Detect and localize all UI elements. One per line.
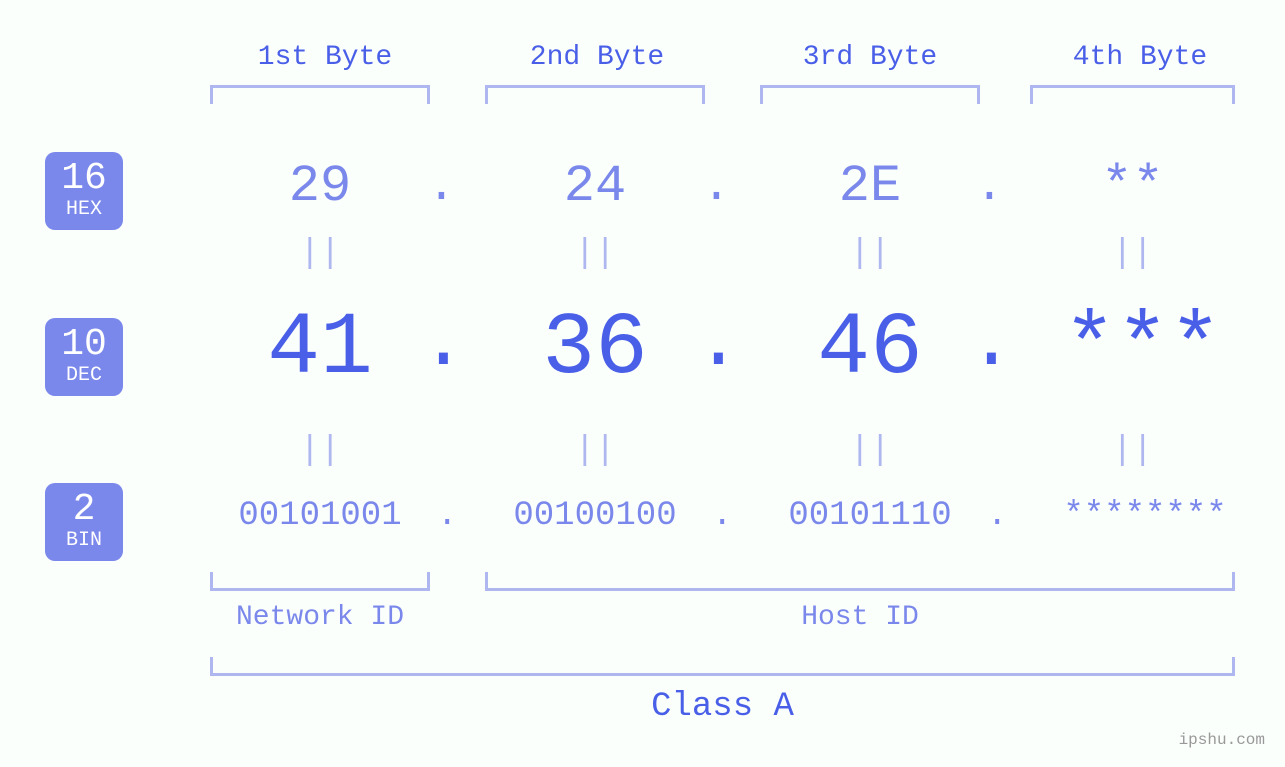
byte-label-4: 4th Byte [1065,42,1215,73]
hex-byte-1: 29 [210,157,430,216]
base-num-dec: 10 [45,326,123,364]
byte-label-3: 3rd Byte [795,42,945,73]
class-label: Class A [210,688,1235,726]
dot-hex-2: . [702,160,731,214]
equals-1-3: || [760,235,980,273]
dot-bin-1: . [437,497,457,535]
base-num-bin: 2 [45,491,123,529]
bracket-network [210,570,430,591]
equals-2-1: || [210,432,430,470]
equals-2-3: || [760,432,980,470]
dot-hex-3: . [975,160,1004,214]
bracket-top-3 [760,85,980,106]
bracket-class [210,655,1235,676]
base-name-bin: BIN [45,531,123,551]
base-badge-bin: 2 BIN [45,483,123,561]
base-name-hex: HEX [45,200,123,220]
base-name-dec: DEC [45,366,123,386]
host-id-label: Host ID [485,602,1235,633]
equals-1-1: || [210,235,430,273]
dec-byte-1: 41 [210,300,430,399]
dec-byte-4: *** [1030,300,1255,399]
dec-byte-2: 36 [485,300,705,399]
bin-byte-2: 00100100 [475,497,715,535]
base-num-hex: 16 [45,160,123,198]
equals-2-4: || [1030,432,1235,470]
dot-dec-2: . [695,300,742,388]
bin-byte-4: ******** [1020,497,1270,535]
watermark: ipshu.com [1179,731,1265,749]
hex-byte-2: 24 [485,157,705,216]
equals-1-2: || [485,235,705,273]
hex-byte-4: ** [1030,157,1235,216]
dot-bin-3: . [987,497,1007,535]
bin-byte-3: 00101110 [750,497,990,535]
dot-dec-1: . [420,300,467,388]
dot-hex-1: . [427,160,456,214]
base-badge-dec: 10 DEC [45,318,123,396]
equals-1-4: || [1030,235,1235,273]
bin-byte-1: 00101001 [200,497,440,535]
network-id-label: Network ID [210,602,430,633]
byte-label-2: 2nd Byte [522,42,672,73]
base-badge-hex: 16 HEX [45,152,123,230]
bracket-top-4 [1030,85,1235,106]
dot-dec-3: . [968,300,1015,388]
equals-2-2: || [485,432,705,470]
bracket-top-1 [210,85,430,106]
bracket-top-2 [485,85,705,106]
dot-bin-2: . [712,497,732,535]
byte-label-1: 1st Byte [250,42,400,73]
dec-byte-3: 46 [760,300,980,399]
hex-byte-3: 2E [760,157,980,216]
bracket-host [485,570,1235,591]
